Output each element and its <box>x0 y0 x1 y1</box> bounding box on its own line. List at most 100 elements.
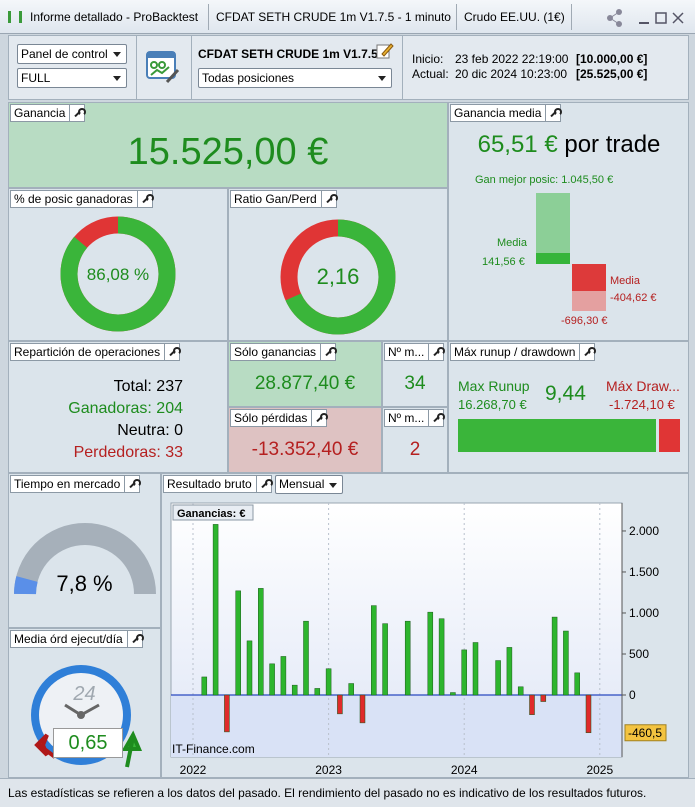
bar <box>258 588 264 696</box>
losses-count-panel: Nº m... 2 <box>382 407 448 473</box>
last-value-box <box>624 724 667 742</box>
runup-value: 16.268,70 € <box>458 397 527 412</box>
bar <box>371 605 377 696</box>
footer: Las estadísticas se refieren a los datos… <box>0 778 695 807</box>
worst-trade: -696,30 € <box>561 315 608 327</box>
runup-bar <box>458 419 656 452</box>
gross-result-chart: 2.000 1.500 1.000 500 0 2022 2023 2024 2025 -460,… <box>170 502 667 777</box>
runup-label: Max Runup <box>458 378 530 394</box>
bar <box>506 647 513 696</box>
avg-loss-label: Media <box>610 275 640 287</box>
period-select[interactable]: Mensual <box>275 475 343 494</box>
current-capital: [25.525,00 €] <box>576 67 648 81</box>
panel-header: Media órd ejecut/día <box>10 630 144 648</box>
system-icon[interactable] <box>145 48 181 84</box>
x-tick-label: 2023 <box>315 763 342 777</box>
panel-header: Nº m... <box>384 343 446 361</box>
avg-loss-bar <box>572 264 606 291</box>
bar <box>337 694 343 715</box>
avg-loss: -404,62 € <box>610 292 657 304</box>
ratio-panel: Ratio Gan/Perd 2,16 <box>228 188 448 341</box>
last-value-label: -460,5 <box>628 726 662 740</box>
y-tick-label: 2.000 <box>629 524 659 538</box>
distribution-rows: Total: 237 Ganadoras: 204 Neutra: 0 Perd… <box>68 378 183 461</box>
daily-orders-value: 0,65 <box>53 728 123 758</box>
current-date: 20 dic 2024 10:23:00 <box>455 67 568 81</box>
y-tick-label: 1.000 <box>629 606 659 620</box>
bar <box>461 649 467 696</box>
panel-header: Resultado bruto <box>163 475 273 493</box>
bar <box>585 694 592 734</box>
bar <box>280 656 287 696</box>
drawdown-bar <box>659 419 680 452</box>
bar <box>517 686 524 696</box>
only-gains-panel: Sólo ganancias 28.877,40 € <box>228 341 382 407</box>
win-pct-value: 86,08 % <box>86 265 150 284</box>
gain-value: 15.525,00 € <box>127 131 329 173</box>
win-pct-panel: % de posic ganadoras 86,08 % <box>8 188 228 341</box>
bar <box>224 694 230 733</box>
bar <box>235 590 241 696</box>
bar <box>291 684 298 696</box>
bar <box>382 623 388 696</box>
gross-result-panel: 2.000 1.500 1.000 500 0 2022 2023 2024 2025 -460,… <box>161 473 689 778</box>
disclaimer: Las estadísticas se refieren a los datos… <box>8 786 647 800</box>
runup-panel: Máx runup / drawdown Max Runup 16.268,70… <box>448 341 689 473</box>
tab[interactable]: Crudo EE.UU. (1€) <box>464 10 565 24</box>
panel-header: Ganancia <box>10 104 87 122</box>
mode-select[interactable]: FULL <box>17 68 127 88</box>
runup-ratio: 9,44 <box>545 382 586 405</box>
bar <box>201 676 208 696</box>
only-losses-value: -13.352,40 € <box>251 439 359 460</box>
ratio-value: 2,16 <box>316 264 360 289</box>
bar <box>325 668 332 696</box>
tab[interactable]: CFDAT SETH CRUDE 1m V1.7.5 - 1 minuto <box>216 10 451 24</box>
y-tick-label: 500 <box>629 647 649 661</box>
bar <box>359 694 366 724</box>
title-bar: Informe detallado - ProBacktest CFDAT SE… <box>0 0 695 34</box>
only-losses-panel: Sólo pérdidas -13.352,40 € <box>228 407 382 473</box>
bar <box>472 642 479 696</box>
clock-number: 24 <box>73 683 96 705</box>
gains-count-panel: Nº m... 34 <box>382 341 448 407</box>
drawdown-value: -1.724,10 € <box>609 397 675 412</box>
app-icon <box>8 11 22 23</box>
window-controls[interactable] <box>604 8 690 28</box>
panel-header: % de posic ganadoras <box>10 190 154 208</box>
drawdown-label: Máx Draw... <box>606 378 680 394</box>
current-label: Actual: <box>412 67 449 81</box>
bar <box>348 683 354 696</box>
bar <box>303 620 309 696</box>
bar <box>450 692 456 696</box>
best-trade: Gan mejor posic: 1.045,50 € <box>475 174 614 186</box>
bar <box>551 616 558 696</box>
bar <box>540 694 547 702</box>
y-tick-label: 0 <box>629 688 636 702</box>
bar <box>427 611 434 696</box>
toolbar: Panel de control FULL CFDAT SETH CRUDE 1… <box>8 35 689 100</box>
legend-box <box>172 504 254 521</box>
panel-header: Ganancia media <box>450 104 563 122</box>
market-gauge <box>14 523 156 595</box>
panel-header: Máx runup / drawdown <box>450 343 597 361</box>
panel-header: Sólo ganancias <box>230 343 338 361</box>
tab[interactable]: Informe detallado - ProBacktest <box>30 10 199 24</box>
edit-icon[interactable] <box>376 42 394 60</box>
panel-header: Tiempo en mercado <box>10 475 142 493</box>
panel-select[interactable]: Panel de control <box>17 44 127 64</box>
bar <box>246 640 253 696</box>
gain-panel: Ganancia 15.525,00 € <box>8 102 448 188</box>
system-name: CFDAT SETH CRUDE 1m V1.7.5 <box>198 47 378 61</box>
market-time-value: 7,8 % <box>56 571 113 596</box>
bar <box>269 663 275 696</box>
panel-header: Repartición de operaciones <box>10 343 182 361</box>
market-time-panel: Tiempo en mercado 7,8 % <box>8 473 161 628</box>
avg-win-label: Media <box>497 237 527 249</box>
source: IT-Finance.com <box>172 742 255 756</box>
negative-area <box>171 694 622 757</box>
start-label: Inicio: <box>412 52 444 66</box>
x-tick-label: 2024 <box>451 763 478 777</box>
positions-select[interactable]: Todas posiciones <box>198 68 392 88</box>
bar <box>404 620 411 696</box>
x-tick-label: 2022 <box>180 763 207 777</box>
